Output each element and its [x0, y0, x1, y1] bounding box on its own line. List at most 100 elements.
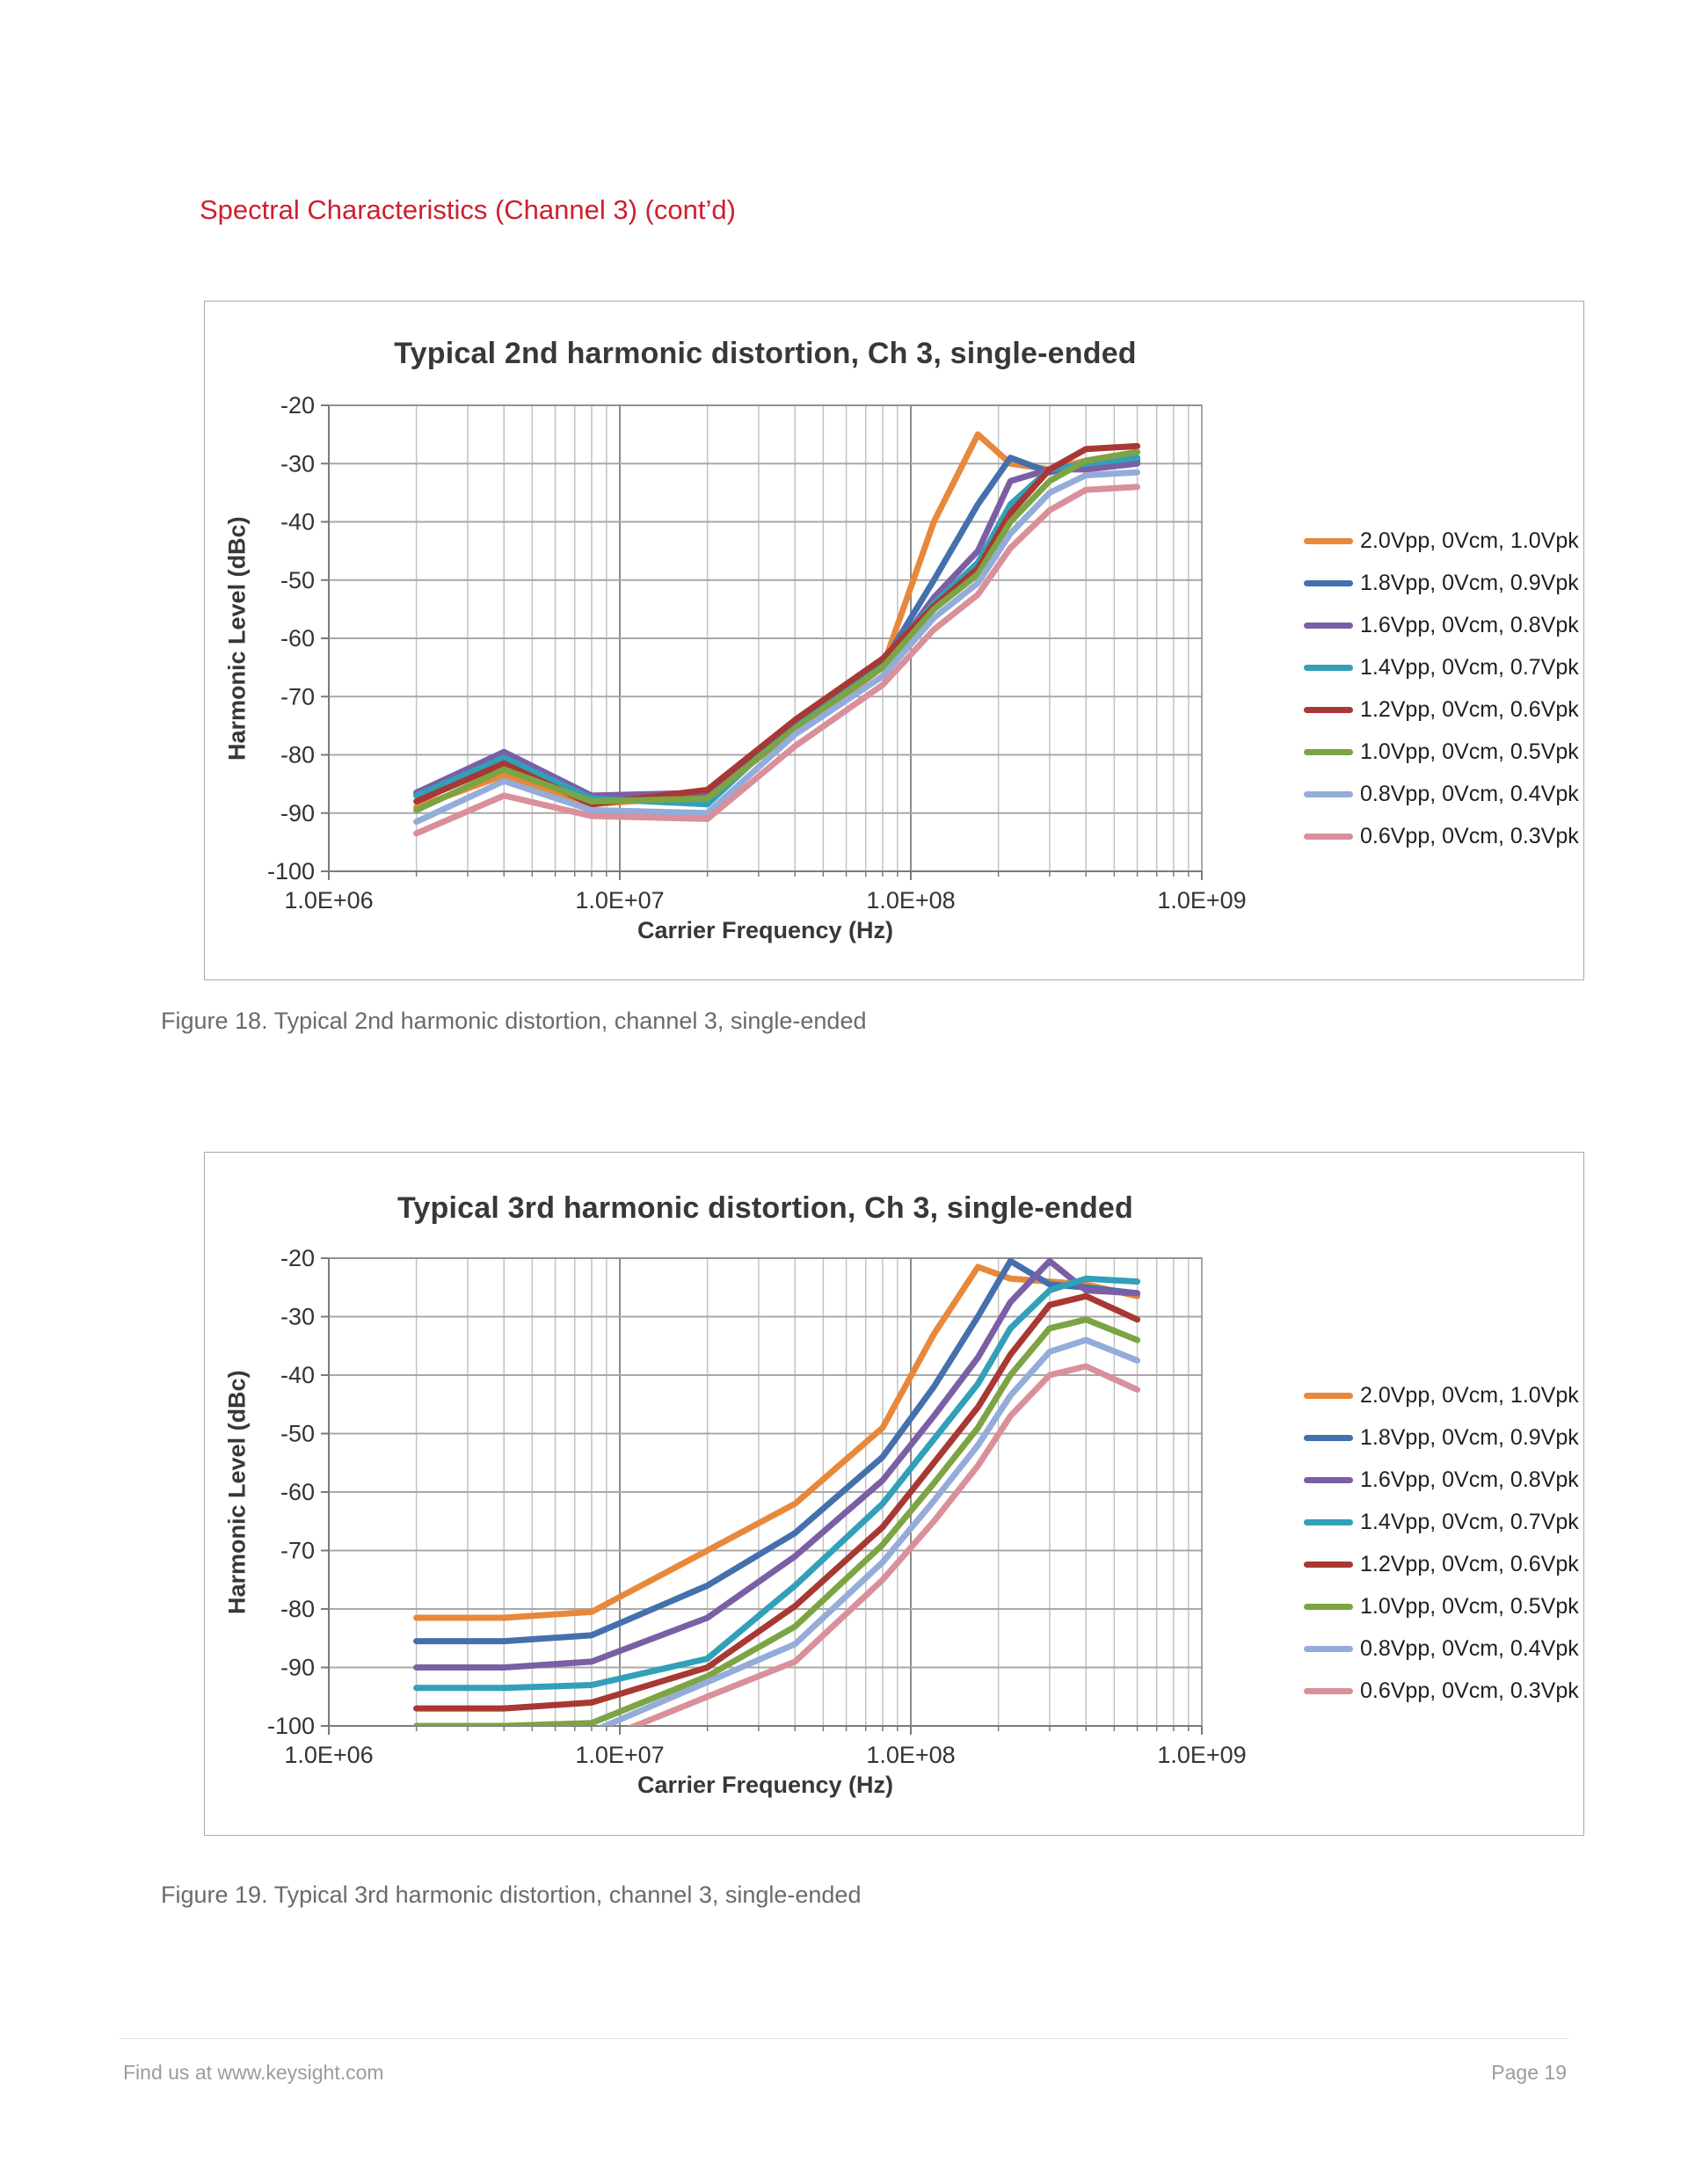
- legend-line-swatch: [1304, 1688, 1353, 1694]
- y-tick-label: -40: [280, 509, 315, 535]
- legend-entry: 1.6Vpp, 0Vcm, 0.8Vpk: [1304, 1467, 1579, 1493]
- legend-line-swatch: [1304, 538, 1353, 544]
- legend-line-swatch: [1304, 1519, 1353, 1525]
- legend-entry: 1.0Vpp, 0Vcm, 0.5Vpk: [1304, 1594, 1579, 1620]
- legend: 2.0Vpp, 0Vcm, 1.0Vpk 1.8Vpp, 0Vcm, 0.9Vpk…: [1304, 1383, 1579, 1704]
- legend-line-swatch: [1304, 749, 1353, 755]
- y-tick-label: -40: [280, 1362, 315, 1388]
- chart-3rd-harmonic: -20 -30 -40 -50 -60 -70 -80 -90 -100 1.0E+06 1.0E+…: [204, 1152, 1584, 1836]
- x-tick-label: 1.0E+08: [866, 1742, 955, 1768]
- footer-divider: [119, 2038, 1569, 2039]
- series-line-1.8Vpp: [413, 1257, 1141, 1645]
- legend-entry: 1.2Vpp, 0Vcm, 0.6Vpk: [1304, 697, 1579, 723]
- legend-entry: 1.6Vpp, 0Vcm, 0.8Vpk: [1304, 613, 1579, 638]
- y-tick-label: -100: [267, 858, 315, 885]
- legend-entry: 1.4Vpp, 0Vcm, 0.7Vpk: [1304, 655, 1579, 681]
- series-lines: [413, 431, 1141, 837]
- figure-19-caption: Figure 19. Typical 3rd harmonic distorti…: [161, 1882, 862, 1908]
- legend-label: 2.0Vpp, 0Vcm, 1.0Vpk: [1360, 1383, 1579, 1408]
- chart-title: Typical 2nd harmonic distortion, Ch 3, s…: [394, 337, 1137, 370]
- y-tick-label: -100: [267, 1713, 315, 1739]
- legend-label: 1.2Vpp, 0Vcm, 0.6Vpk: [1360, 697, 1579, 722]
- x-tick-label: 1.0E+07: [575, 1742, 664, 1768]
- y-axis-title: Harmonic Level (dBc): [223, 1370, 251, 1614]
- legend-entry: 1.8Vpp, 0Vcm, 0.9Vpk: [1304, 1425, 1579, 1451]
- series-line-0.8Vpp: [597, 1336, 1141, 1726]
- legend-entry: 1.2Vpp, 0Vcm, 0.6Vpk: [1304, 1552, 1579, 1577]
- gridlines: [329, 404, 1202, 872]
- series-line-0.6Vpp: [627, 1363, 1141, 1726]
- chart-2nd-harmonic: -20 -30 -40 -50 -60 -70 -80 -90 -100 1.0E+06 1.0E+…: [204, 301, 1584, 980]
- x-tick-label: 1.0E+06: [284, 1742, 373, 1768]
- y-tick-label: -70: [280, 1538, 315, 1564]
- legend-line-swatch: [1304, 1477, 1353, 1483]
- legend-label: 1.6Vpp, 0Vcm, 0.8Vpk: [1360, 613, 1579, 637]
- y-tick-label: -30: [280, 1304, 315, 1330]
- series-lines: [413, 1257, 1141, 1726]
- series-line-0.6Vpp: [413, 484, 1141, 837]
- legend-label: 2.0Vpp, 0Vcm, 1.0Vpk: [1360, 528, 1579, 553]
- y-tick-label: -50: [280, 567, 315, 593]
- legend-label: 0.8Vpp, 0Vcm, 0.4Vpk: [1360, 1636, 1579, 1661]
- legend-label: 1.8Vpp, 0Vcm, 0.9Vpk: [1360, 1425, 1579, 1450]
- x-tick-label: 1.0E+06: [284, 887, 373, 914]
- legend-line-swatch: [1304, 622, 1353, 629]
- legend-entry: 1.4Vpp, 0Vcm, 0.7Vpk: [1304, 1510, 1579, 1535]
- legend-label: 1.2Vpp, 0Vcm, 0.6Vpk: [1360, 1552, 1579, 1576]
- legend-entry: 0.6Vpp, 0Vcm, 0.3Vpk: [1304, 824, 1579, 849]
- x-tick-label: 1.0E+09: [1157, 887, 1246, 914]
- series-line-0.8Vpp: [413, 469, 1141, 826]
- y-tick-label: -30: [280, 450, 315, 477]
- x-axis-title: Carrier Frequency (Hz): [637, 917, 894, 943]
- legend-label: 0.6Vpp, 0Vcm, 0.3Vpk: [1360, 824, 1579, 848]
- y-tick-label: -60: [280, 625, 315, 652]
- y-tick-label: -20: [280, 392, 315, 419]
- series-line-1.0Vpp: [413, 448, 1141, 813]
- axes: [321, 1257, 1203, 1735]
- x-tick-label: 1.0E+08: [866, 887, 955, 914]
- legend-label: 1.6Vpp, 0Vcm, 0.8Vpk: [1360, 1467, 1579, 1492]
- footer-page-number: Page 19: [1491, 2061, 1567, 2084]
- footer-website-text: Find us at www.keysight.com: [123, 2061, 384, 2084]
- page-heading: Spectral Characteristics (Channel 3) (co…: [200, 194, 736, 225]
- legend-label: 1.0Vpp, 0Vcm, 0.5Vpk: [1360, 739, 1579, 764]
- y-tick-label: -20: [280, 1245, 315, 1271]
- x-tick-label: 1.0E+07: [575, 887, 664, 914]
- legend-line-swatch: [1304, 1646, 1353, 1652]
- legend-label: 1.0Vpp, 0Vcm, 0.5Vpk: [1360, 1594, 1579, 1619]
- series-line-1.6Vpp: [413, 1257, 1141, 1671]
- tick-labels: -20 -30 -40 -50 -60 -70 -80 -90 -100 1.0E+06 1.0E+…: [267, 1245, 1247, 1768]
- y-tick-label: -80: [280, 1596, 315, 1622]
- legend-line-swatch: [1304, 1604, 1353, 1610]
- series-line-2.0Vpp: [413, 1263, 1141, 1621]
- series-line-1.2Vpp: [413, 1292, 1141, 1712]
- legend-entry: 2.0Vpp, 0Vcm, 1.0Vpk: [1304, 528, 1579, 554]
- legend-label: 1.4Vpp, 0Vcm, 0.7Vpk: [1360, 655, 1579, 680]
- y-axis-title: Harmonic Level (dBc): [223, 516, 251, 761]
- legend-line-swatch: [1304, 1393, 1353, 1399]
- legend-line-swatch: [1304, 1562, 1353, 1568]
- legend-line-swatch: [1304, 1435, 1353, 1441]
- legend-entry: 1.8Vpp, 0Vcm, 0.9Vpk: [1304, 571, 1579, 596]
- y-tick-label: -90: [280, 800, 315, 826]
- y-tick-label: -80: [280, 742, 315, 768]
- legend: 2.0Vpp, 0Vcm, 1.0Vpk 1.8Vpp, 0Vcm, 0.9Vpk…: [1304, 528, 1579, 849]
- legend-entry: 2.0Vpp, 0Vcm, 1.0Vpk: [1304, 1383, 1579, 1409]
- y-tick-label: -90: [280, 1655, 315, 1681]
- y-tick-label: -60: [280, 1479, 315, 1505]
- series-line-1.0Vpp: [413, 1316, 1141, 1726]
- axes: [321, 404, 1203, 880]
- legend-label: 0.6Vpp, 0Vcm, 0.3Vpk: [1360, 1678, 1579, 1703]
- series-line-1.4Vpp: [413, 1275, 1141, 1692]
- chart-title: Typical 3rd harmonic distortion, Ch 3, s…: [397, 1191, 1134, 1225]
- legend-label: 0.8Vpp, 0Vcm, 0.4Vpk: [1360, 782, 1579, 806]
- chart-3rd-harmonic-plot: -20 -30 -40 -50 -60 -70 -80 -90 -100 1.0E+06 1.0E+…: [267, 1245, 1247, 1768]
- legend-line-swatch: [1304, 834, 1353, 840]
- x-axis-title: Carrier Frequency (Hz): [637, 1772, 894, 1798]
- y-tick-label: -50: [280, 1421, 315, 1447]
- legend-entry: 0.8Vpp, 0Vcm, 0.4Vpk: [1304, 782, 1579, 807]
- x-tick-label: 1.0E+09: [1157, 1742, 1246, 1768]
- legend-line-swatch: [1304, 707, 1353, 713]
